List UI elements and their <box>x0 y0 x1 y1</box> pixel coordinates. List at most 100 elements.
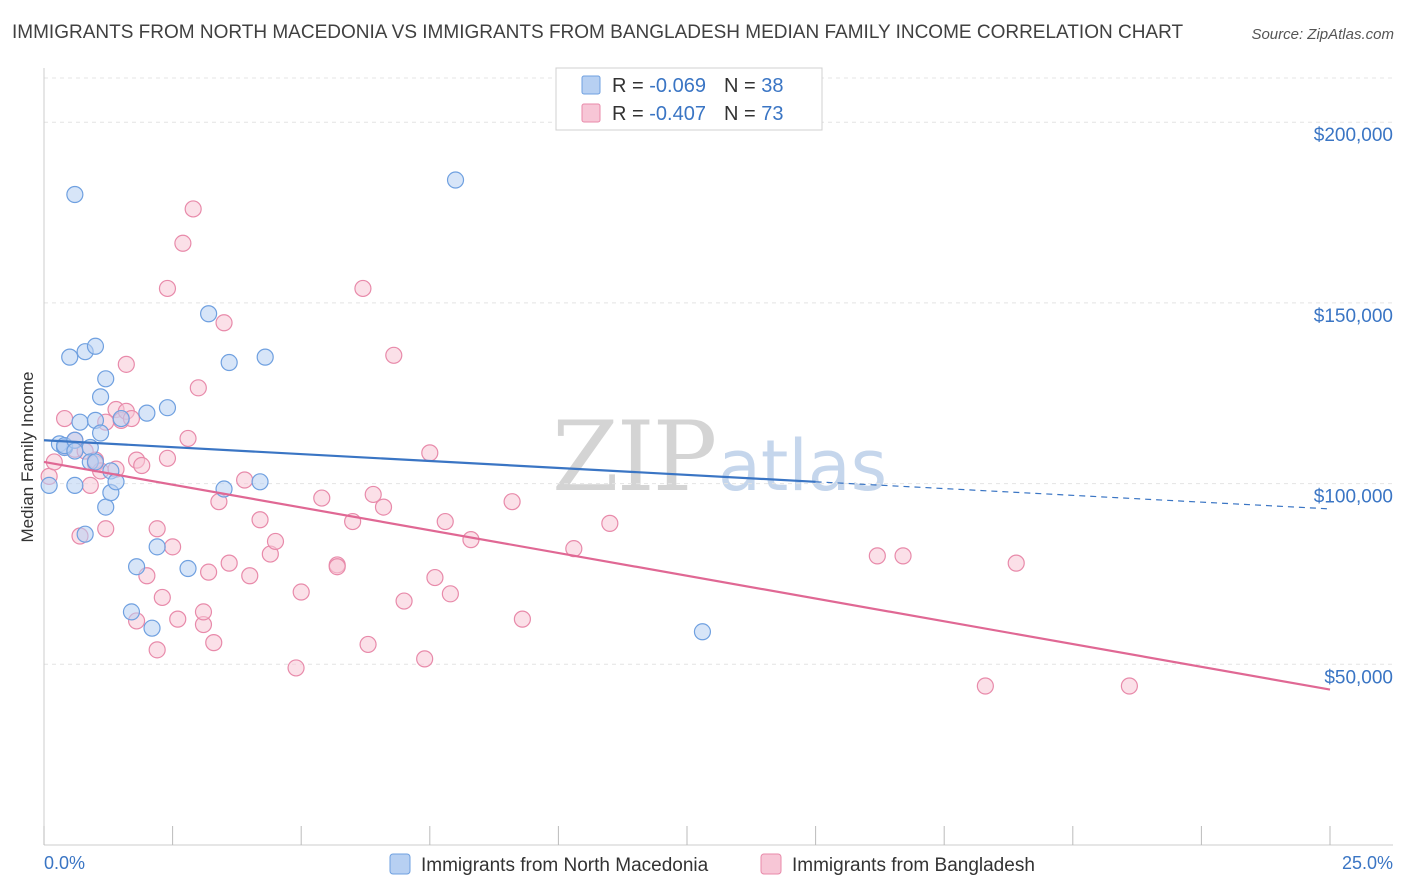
legend-r-value: -0.407 <box>649 103 706 125</box>
data-point <box>359 635 377 654</box>
data-point <box>138 404 156 422</box>
data-point <box>164 538 182 556</box>
legend-n-value: 73 <box>761 103 783 125</box>
legend-series: Immigrants from North Macedonia Immigran… <box>389 853 1035 876</box>
legend-swatch-north-macedonia <box>389 853 411 875</box>
data-point <box>205 634 223 652</box>
data-point <box>66 442 84 460</box>
legend-label-north-macedonia: Immigrants from North Macedonia <box>421 855 709 876</box>
legend-swatch-north-macedonia <box>581 75 601 95</box>
data-point <box>133 456 151 475</box>
data-point <box>441 585 459 603</box>
legend-r-label: R = <box>612 75 649 97</box>
data-point <box>189 379 207 397</box>
data-point <box>91 424 110 442</box>
data-point <box>97 370 115 388</box>
data-point <box>66 476 84 495</box>
data-point <box>220 554 238 572</box>
legend-r-label: R = <box>612 103 649 125</box>
data-point <box>1007 554 1025 572</box>
data-point <box>421 444 439 462</box>
data-point <box>91 388 110 406</box>
data-point <box>112 409 130 428</box>
legend-r-value: -0.069 <box>649 75 706 97</box>
data-point <box>364 485 382 504</box>
trend-line-0 <box>43 439 816 483</box>
data-point <box>158 449 177 467</box>
data-point <box>148 641 166 659</box>
data-point <box>354 279 372 298</box>
y-tick-label: $100,000 <box>1314 487 1393 508</box>
data-point <box>976 677 994 695</box>
data-point <box>426 568 444 587</box>
axes <box>43 68 1393 846</box>
data-point <box>61 348 79 366</box>
data-point <box>503 493 521 511</box>
legend-label-bangladesh: Immigrants from Bangladesh <box>792 855 1035 876</box>
legend-n-value: 38 <box>761 75 783 97</box>
data-point <box>395 592 413 610</box>
data-point <box>158 279 177 298</box>
data-point <box>179 559 197 578</box>
y-tick-label: $150,000 <box>1314 306 1393 327</box>
data-point <box>236 471 254 489</box>
data-point <box>148 520 166 538</box>
data-point <box>184 200 202 218</box>
data-point <box>374 498 393 516</box>
trend-lines <box>43 439 1331 691</box>
data-point <box>153 588 171 607</box>
data-point <box>256 348 274 366</box>
data-point <box>251 473 269 491</box>
data-point <box>601 514 619 532</box>
data-point <box>1120 677 1138 695</box>
x-tick-label-max: 25.0% <box>1342 853 1393 873</box>
legend-row-north-macedonia: R = -0.069 N = 38 <box>612 75 783 97</box>
y-tick-labels: $200,000 $150,000 $100,000 $50,000 <box>1314 125 1393 688</box>
data-point <box>287 659 305 677</box>
data-point <box>328 558 346 576</box>
data-point <box>86 337 105 355</box>
data-point <box>169 610 187 628</box>
data-point <box>55 409 74 428</box>
y-tick-label: $50,000 <box>1324 667 1393 688</box>
legend-n-label: N = <box>724 103 761 125</box>
trend-line-1 <box>43 460 1331 691</box>
data-point <box>86 453 105 471</box>
data-point <box>313 489 331 507</box>
data-point <box>194 603 213 621</box>
trend-line-extension-0 <box>815 481 1331 510</box>
data-point <box>693 623 712 641</box>
data-point <box>446 171 465 189</box>
legend-stats: R = -0.069 N = 38 R = -0.407 N = 73 <box>555 67 823 131</box>
legend-swatch-bangladesh <box>760 853 782 875</box>
data-point <box>71 413 89 431</box>
chart-source: Source: ZipAtlas.com <box>1251 26 1394 43</box>
chart-title: IMMIGRANTS FROM NORTH MACEDONIA VS IMMIG… <box>12 22 1183 43</box>
legend-swatch-bangladesh <box>581 103 601 123</box>
data-point <box>148 538 166 556</box>
data-point <box>143 619 161 637</box>
data-point <box>385 346 403 364</box>
watermark-atlas: atlas <box>718 425 887 507</box>
data-point <box>127 558 146 576</box>
data-point <box>66 185 84 204</box>
data-point <box>97 520 115 538</box>
data-point <box>513 610 531 628</box>
data-point <box>179 429 197 448</box>
data-point <box>436 512 454 531</box>
legend-n-label: N = <box>724 75 761 97</box>
data-point <box>76 525 94 543</box>
data-point <box>200 563 218 581</box>
y-tick-label: $200,000 <box>1314 125 1393 146</box>
y-axis-label: Median Family Income <box>18 371 37 542</box>
data-point <box>81 476 99 495</box>
data-point <box>122 603 141 621</box>
watermark-zip: ZIP <box>552 401 715 513</box>
data-point <box>251 511 269 529</box>
data-point <box>215 314 233 332</box>
x-tick-label-min: 0.0% <box>44 853 85 873</box>
data-point <box>868 547 886 565</box>
data-point <box>220 353 238 372</box>
data-point <box>462 531 480 549</box>
